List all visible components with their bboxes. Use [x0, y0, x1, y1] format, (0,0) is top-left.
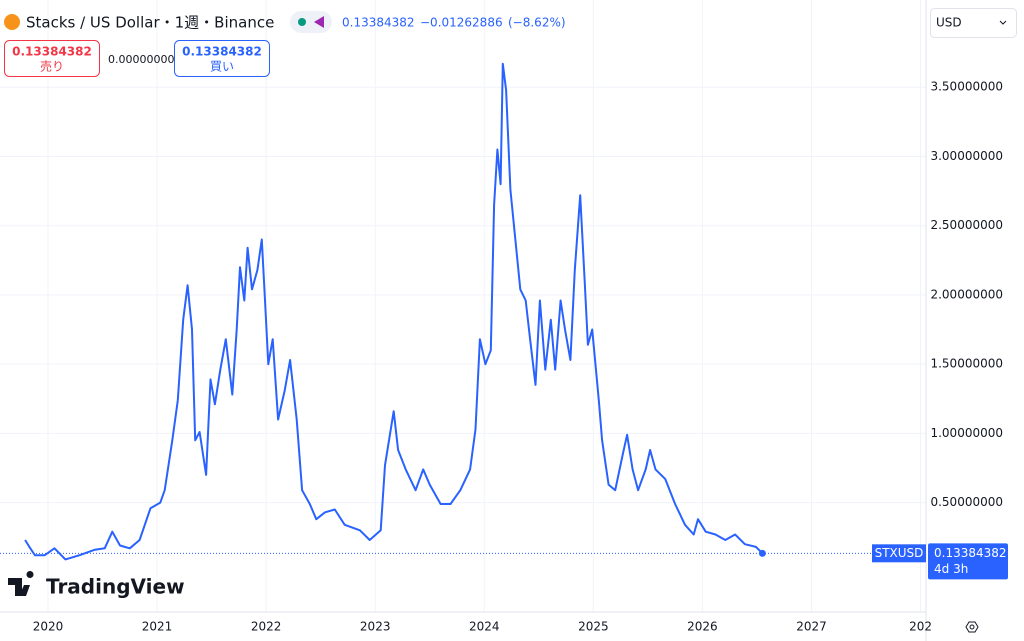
- y-tick-label: 3.50000000: [930, 80, 1003, 94]
- price-change-pct: (−8.62%): [508, 16, 566, 30]
- coin-icon: [4, 14, 20, 30]
- last-price: 0.13384382: [342, 16, 415, 30]
- sell-price: 0.13384382: [12, 45, 92, 59]
- buy-price: 0.13384382: [182, 45, 262, 59]
- x-tick-label: 2027: [796, 620, 827, 634]
- currency: USD: [936, 16, 962, 30]
- logo-icon: [8, 571, 34, 596]
- countdown: 4d 3h: [934, 562, 968, 576]
- x-tick-label: 2025: [578, 620, 609, 634]
- y-tick-label: 1.50000000: [930, 357, 1003, 371]
- chart-title: Stacks / US Dollar・1週・Binance: [26, 14, 274, 32]
- settings-icon-center: [969, 624, 975, 630]
- x-tick-label: 202: [909, 620, 932, 634]
- symbol-label: STXUSD: [875, 546, 924, 560]
- brand: TradingView: [46, 575, 185, 599]
- status-icon: [314, 16, 324, 28]
- y-tick-label: 2.50000000: [930, 218, 1003, 232]
- sell-button[interactable]: [4, 40, 100, 77]
- y-tick-label: 3.00000000: [930, 149, 1003, 163]
- price-tag-label: 0.13384382: [934, 546, 1007, 560]
- y-tick-label: 2.00000000: [930, 287, 1003, 301]
- price-tag: [928, 543, 1008, 580]
- spread: 0.00000000: [108, 53, 174, 66]
- status-dot: [298, 18, 306, 26]
- x-tick-label: 2023: [360, 620, 391, 634]
- price-line: [24, 62, 764, 561]
- y-tick-label: 1.00000000: [930, 426, 1003, 440]
- x-tick-label: 2024: [469, 620, 500, 634]
- x-tick-label: 2020: [33, 620, 64, 634]
- y-tick-label: 0.50000000: [930, 495, 1003, 509]
- symbol-tag: [872, 544, 926, 563]
- settings-icon[interactable]: [965, 621, 979, 633]
- last-point: [758, 549, 766, 557]
- x-tick-label: 2026: [687, 620, 718, 634]
- status-pill[interactable]: [290, 11, 332, 33]
- price-change: −0.01262886: [420, 16, 503, 30]
- x-tick-label: 2021: [142, 620, 173, 634]
- plot: [0, 62, 926, 561]
- currency-select[interactable]: [930, 8, 1017, 38]
- buy-label: 買い: [210, 60, 234, 74]
- dropdown-arrow: [999, 20, 1007, 25]
- grid: [0, 0, 926, 612]
- sell-label: 売り: [40, 59, 64, 74]
- buy-button[interactable]: [174, 40, 270, 77]
- x-tick-label: 2022: [251, 620, 282, 634]
